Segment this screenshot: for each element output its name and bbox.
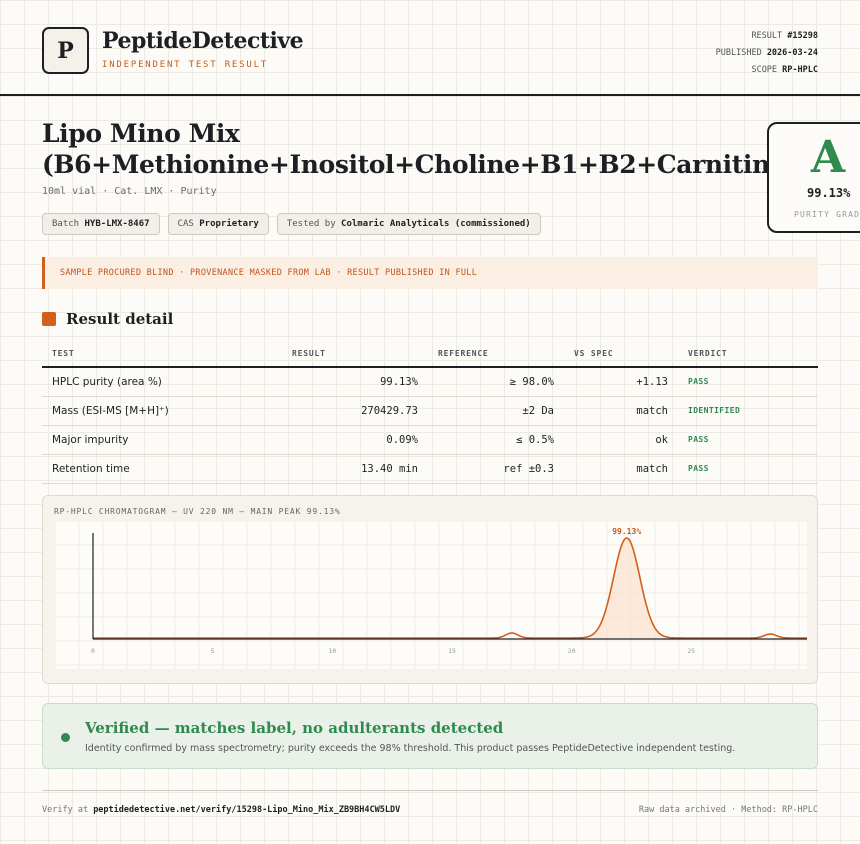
cell-result: 270429.73 <box>282 396 428 426</box>
chromatogram-panel: RP-HPLC CHROMATOGRAM — UV 220 NM — MAIN … <box>42 495 818 684</box>
batch-chip: Batch HYB-LMX-8467 <box>42 213 160 235</box>
col-header-vs-spec: VS SPEC <box>564 340 678 368</box>
header: P PeptideDetective INDEPENDENT TEST RESU… <box>0 0 860 96</box>
cell-vs-spec: +1.13 <box>564 367 678 397</box>
tested-by-chip-label: Tested by <box>286 219 336 229</box>
verified-check-icon <box>61 733 70 742</box>
col-header-test: TEST <box>42 340 282 368</box>
cell-reference: ±2 Da <box>428 396 564 426</box>
verify-url-link[interactable]: peptidedetective.net/verify/15298-Lipo_M… <box>93 805 401 815</box>
table-row: Mass (ESI-MS [M+H]⁺) 270429.73 ±2 Da mat… <box>42 396 818 426</box>
logo: P <box>42 27 89 74</box>
footer-divider <box>42 790 818 791</box>
section-title-label: Result detail <box>66 310 174 328</box>
cell-result: 13.40 min <box>282 454 428 484</box>
batch-chip-value: HYB-LMX-8467 <box>84 219 150 229</box>
published-date: 2026-03-24 <box>766 48 818 58</box>
plot-background <box>55 521 807 669</box>
cell-test: Retention time <box>42 454 282 484</box>
cell-verdict: PASS <box>678 425 818 455</box>
published-label: PUBLISHED <box>715 48 762 58</box>
result-number: #15298 <box>787 31 818 41</box>
result-table: TEST RESULT REFERENCE VS SPEC VERDICT HP… <box>42 340 818 484</box>
footer-method: Raw data archived · Method: RP-HPLC <box>638 805 818 815</box>
chart-grid <box>55 521 807 669</box>
table-row: HPLC purity (area %) 99.13% ≥ 98.0% +1.1… <box>42 367 818 397</box>
x-tick-label: 0 <box>91 647 95 655</box>
col-header-result: RESULT <box>282 340 428 368</box>
table-header-row: TEST RESULT REFERENCE VS SPEC VERDICT <box>42 340 818 368</box>
blind-sample-notice: SAMPLE PROCURED BLIND · PROVENANCE MASKE… <box>42 257 818 289</box>
chromatogram-title: RP-HPLC CHROMATOGRAM — UV 220 NM — MAIN … <box>54 507 341 516</box>
cell-test: Mass (ESI-MS [M+H]⁺) <box>42 396 282 426</box>
verified-banner: Verified — matches label, no adulterants… <box>42 703 818 769</box>
batch-chip-label: Batch <box>52 219 80 229</box>
cell-result: 0.09% <box>282 425 428 455</box>
result-label: RESULT <box>751 31 783 41</box>
grade-letter: A <box>811 132 846 183</box>
cell-vs-spec: match <box>564 396 678 426</box>
product-title: Lipo Mino Mix (B6+Methionine+Inositol+Ch… <box>42 119 797 179</box>
table-row: Major impurity 0.09% ≤ 0.5% ok PASS <box>42 425 818 455</box>
col-header-reference: REFERENCE <box>428 340 564 368</box>
x-tick-label: 15 <box>448 647 456 655</box>
grade-card: A 99.13% PURITY GRADE <box>767 122 860 233</box>
main-peak-label: 99.13% <box>612 527 641 536</box>
x-tick-labels: 051015202530 <box>91 647 695 655</box>
cas-chip: CAS Proprietary <box>167 213 269 235</box>
cell-test: Major impurity <box>42 425 282 455</box>
verified-description: Identity confirmed by mass spectrometry;… <box>85 743 736 754</box>
chromatogram-chart: 051015202530 99.13% <box>55 521 807 669</box>
cas-chip-value: Proprietary <box>199 219 259 229</box>
tested-by-chip-value: Colmaric Analyticals (commissioned) <box>341 219 531 229</box>
cell-reference: ≥ 98.0% <box>428 367 564 397</box>
scope-label: SCOPE <box>751 65 778 75</box>
cell-verdict: IDENTIFIED <box>678 396 818 426</box>
section-marker-icon <box>42 312 56 326</box>
cell-vs-spec: match <box>564 454 678 484</box>
tested-by-chip: Tested by Colmaric Analyticals (commissi… <box>276 213 541 235</box>
cell-verdict: PASS <box>678 454 818 484</box>
col-header-verdict: VERDICT <box>678 340 818 368</box>
chromatogram-trace <box>93 537 807 639</box>
result-meta: RESULT #15298 PUBLISHED 2026-03-24 SCOPE… <box>716 28 818 79</box>
product-subtitle: 10ml vial · Cat. LMX · Purity <box>42 186 217 197</box>
section-title: Result detail <box>42 310 173 328</box>
brand-name[interactable]: PeptideDetective <box>102 28 304 54</box>
cell-verdict: PASS <box>678 367 818 397</box>
verify-prefix: Verify at <box>42 805 89 815</box>
verify-link-line: Verify at peptidedetective.net/verify/15… <box>42 805 400 815</box>
verified-title: Verified — matches label, no adulterants… <box>85 719 504 737</box>
cell-test: HPLC purity (area %) <box>42 367 282 397</box>
grade-label: PURITY GRADE <box>794 210 860 219</box>
brand-subtitle: INDEPENDENT TEST RESULT <box>102 60 269 70</box>
scope-value: RP-HPLC <box>782 65 818 75</box>
peak-area-fill <box>574 538 680 638</box>
x-tick-label: 20 <box>568 647 576 655</box>
table-row: Retention time 13.40 min ref ±0.3 match … <box>42 454 818 484</box>
product-chips: Batch HYB-LMX-8467 CAS Proprietary Teste… <box>42 213 541 235</box>
x-tick-label: 10 <box>328 647 336 655</box>
x-tick-label: 5 <box>211 647 215 655</box>
cell-vs-spec: ok <box>564 425 678 455</box>
cell-reference: ≤ 0.5% <box>428 425 564 455</box>
grade-purity: 99.13% <box>807 186 851 200</box>
cell-reference: ref ±0.3 <box>428 454 564 484</box>
x-tick-label: 25 <box>687 647 695 655</box>
cas-chip-label: CAS <box>177 219 194 229</box>
cell-result: 99.13% <box>282 367 428 397</box>
